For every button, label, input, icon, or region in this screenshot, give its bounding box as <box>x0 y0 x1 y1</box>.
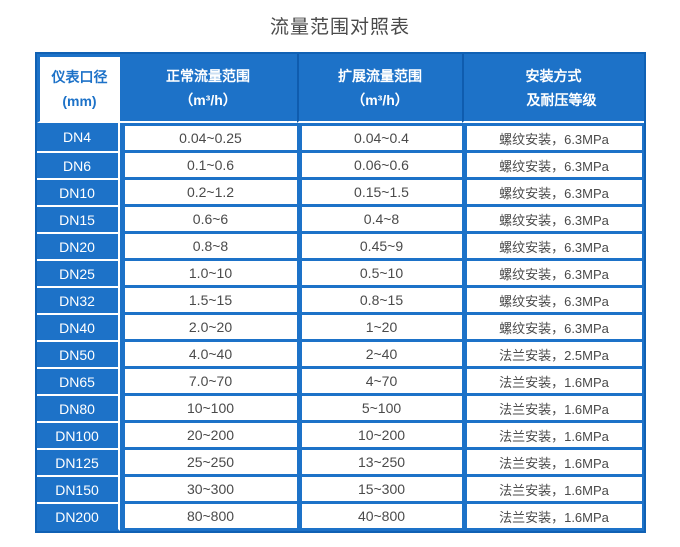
header-row: 仪表口径 (mm) 正常流量范围 （m³/h） 扩展流量范围 （m³/h） 安装… <box>36 54 644 123</box>
table-row: DN15 0.6~6 0.4~8 螺纹安装，6.3MPa <box>36 207 644 234</box>
cell-normal-range: 30~300 <box>119 477 297 504</box>
cell-normal-range: 80~800 <box>119 504 297 531</box>
cell-normal-range: 10~100 <box>119 396 297 423</box>
cell-installation: 螺纹安装，6.3MPa <box>461 315 644 342</box>
cell-normal-range: 0.6~6 <box>119 207 297 234</box>
header-normal-line2: （m³/h） <box>179 91 237 108</box>
cell-normal-range: 2.0~20 <box>119 315 297 342</box>
cell-normal-range: 0.04~0.25 <box>119 123 297 153</box>
row-header-dn: DN65 <box>36 369 120 396</box>
cell-extended-range: 1~20 <box>296 315 462 342</box>
header-installation-line1: 安装方式 <box>525 67 582 84</box>
flow-range-table: 仪表口径 (mm) 正常流量范围 （m³/h） 扩展流量范围 （m³/h） 安装… <box>34 52 646 533</box>
cell-installation: 螺纹安装，6.3MPa <box>461 123 644 153</box>
table-row: DN32 1.5~15 0.8~15 螺纹安装，6.3MPa <box>36 288 644 315</box>
row-header-dn: DN125 <box>36 450 120 477</box>
table-header: 仪表口径 (mm) 正常流量范围 （m³/h） 扩展流量范围 （m³/h） 安装… <box>36 54 644 123</box>
cell-extended-range: 15~300 <box>296 477 462 504</box>
cell-extended-range: 5~100 <box>296 396 462 423</box>
cell-normal-range: 0.8~8 <box>119 234 297 261</box>
header-normal-line1: 正常流量范围 <box>166 67 250 84</box>
cell-extended-range: 10~200 <box>296 423 462 450</box>
cell-installation: 法兰安装，1.6MPa <box>461 450 644 477</box>
row-header-dn: DN20 <box>36 234 120 261</box>
table-row: DN200 80~800 40~800 法兰安装，1.6MPa <box>36 504 644 531</box>
row-header-dn: DN100 <box>36 423 120 450</box>
row-header-dn: DN40 <box>36 315 120 342</box>
table-row: DN20 0.8~8 0.45~9 螺纹安装，6.3MPa <box>36 234 644 261</box>
row-header-dn: DN32 <box>36 288 120 315</box>
cell-extended-range: 0.04~0.4 <box>296 123 462 153</box>
cell-normal-range: 25~250 <box>119 450 297 477</box>
cell-extended-range: 2~40 <box>296 342 462 369</box>
cell-installation: 螺纹安装，6.3MPa <box>461 153 644 180</box>
cell-installation: 螺纹安装，6.3MPa <box>461 180 644 207</box>
header-cell-normal-range: 正常流量范围 （m³/h） <box>119 54 297 123</box>
table-row: DN65 7.0~70 4~70 法兰安装，1.6MPa <box>36 369 644 396</box>
cell-extended-range: 0.06~0.6 <box>296 153 462 180</box>
header-installation-line2-wrap: 及耐压等级 <box>464 88 644 112</box>
cell-installation: 法兰安装，1.6MPa <box>461 504 644 531</box>
cell-installation: 法兰安装，1.6MPa <box>461 423 644 450</box>
table-row: DN80 10~100 5~100 法兰安装，1.6MPa <box>36 396 644 423</box>
table-body: DN4 0.04~0.25 0.04~0.4 螺纹安装，6.3MPa DN6 0.1~0.… <box>36 123 644 531</box>
row-header-dn: DN10 <box>36 180 120 207</box>
header-extended-line2: （m³/h） <box>351 91 409 108</box>
header-diameter-line1: 仪表口径 <box>51 69 108 85</box>
row-header-dn: DN15 <box>36 207 120 234</box>
cell-normal-range: 1.0~10 <box>119 261 297 288</box>
row-header-dn: DN50 <box>36 342 120 369</box>
cell-installation: 法兰安装，1.6MPa <box>461 477 644 504</box>
cell-extended-range: 0.15~1.5 <box>296 180 462 207</box>
cell-normal-range: 7.0~70 <box>119 369 297 396</box>
table-row: DN6 0.1~0.6 0.06~0.6 螺纹安装，6.3MPa <box>36 153 644 180</box>
table-row: DN25 1.0~10 0.5~10 螺纹安装，6.3MPa <box>36 261 644 288</box>
row-header-dn: DN25 <box>36 261 120 288</box>
table-row: DN150 30~300 15~300 法兰安装，1.6MPa <box>36 477 644 504</box>
header-cell-diameter: 仪表口径 (mm) <box>36 54 120 123</box>
header-cell-installation: 安装方式 及耐压等级 <box>461 54 644 123</box>
row-header-dn: DN200 <box>36 504 120 531</box>
table-row: DN125 25~250 13~250 法兰安装，1.6MPa <box>36 450 644 477</box>
cell-normal-range: 1.5~15 <box>119 288 297 315</box>
row-header-dn: DN4 <box>36 123 120 153</box>
cell-installation: 螺纹安装，6.3MPa <box>461 207 644 234</box>
cell-normal-range: 0.1~0.6 <box>119 153 297 180</box>
table-row: DN50 4.0~40 2~40 法兰安装，2.5MPa <box>36 342 644 369</box>
cell-installation: 螺纹安装，6.3MPa <box>461 288 644 315</box>
row-header-dn: DN150 <box>36 477 120 504</box>
cell-installation: 法兰安装，1.6MPa <box>461 396 644 423</box>
cell-extended-range: 0.5~10 <box>296 261 462 288</box>
row-header-dn: DN80 <box>36 396 120 423</box>
cell-extended-range: 40~800 <box>296 504 462 531</box>
header-extended-line1: 扩展流量范围 <box>338 67 422 84</box>
cell-installation: 法兰安装，2.5MPa <box>461 342 644 369</box>
cell-extended-range: 0.4~8 <box>296 207 462 234</box>
cell-extended-range: 13~250 <box>296 450 462 477</box>
table-row: DN100 20~200 10~200 法兰安装，1.6MPa <box>36 423 644 450</box>
cell-extended-range: 0.8~15 <box>296 288 462 315</box>
table-row: DN4 0.04~0.25 0.04~0.4 螺纹安装，6.3MPa <box>36 123 644 153</box>
cell-extended-range: 0.45~9 <box>296 234 462 261</box>
cell-installation: 法兰安装，1.6MPa <box>461 369 644 396</box>
cell-extended-range: 4~70 <box>296 369 462 396</box>
header-diameter-line2: (mm) <box>62 93 97 109</box>
cell-installation: 螺纹安装，6.3MPa <box>461 261 644 288</box>
header-cell-extended-range: 扩展流量范围 （m³/h） <box>296 54 462 123</box>
cell-normal-range: 0.2~1.2 <box>119 180 297 207</box>
cell-normal-range: 4.0~40 <box>119 342 297 369</box>
row-header-dn: DN6 <box>36 153 120 180</box>
table-row: DN10 0.2~1.2 0.15~1.5 螺纹安装，6.3MPa <box>36 180 644 207</box>
page-title: 流量范围对照表 <box>269 17 410 38</box>
table-row: DN40 2.0~20 1~20 螺纹安装，6.3MPa <box>36 315 644 342</box>
cell-normal-range: 20~200 <box>119 423 297 450</box>
cell-installation: 螺纹安装，6.3MPa <box>461 234 644 261</box>
header-installation-line2: 及耐压等级 <box>526 91 597 108</box>
